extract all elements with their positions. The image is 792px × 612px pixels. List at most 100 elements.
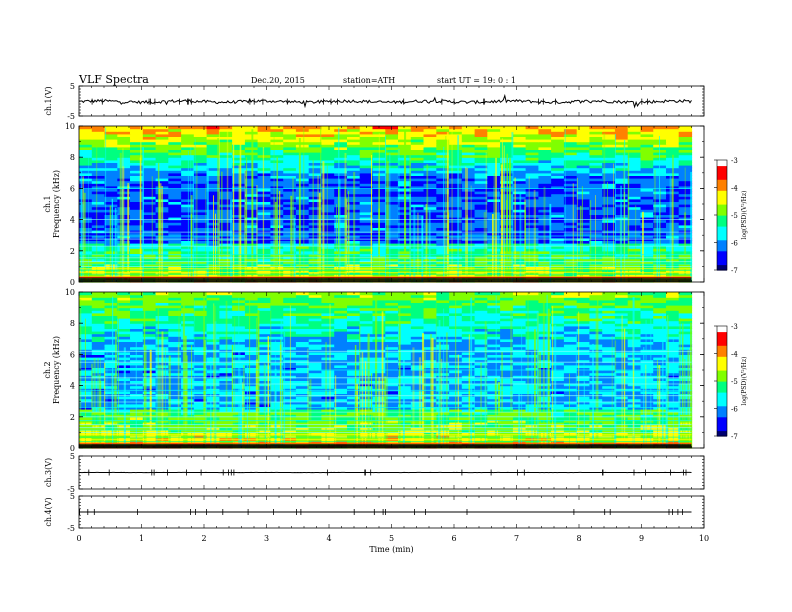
colorbar-cell [717,226,727,230]
spectrogram-cell [602,235,616,239]
spectrogram-cell [270,141,284,145]
spectrogram-cell [168,159,182,163]
spectrogram-cell [359,139,374,143]
spectrogram-cell [359,263,374,267]
sferic-streak [95,140,98,282]
spectrogram-cell [423,401,437,405]
spectrogram-cell [91,191,106,195]
spectrogram-cell [232,383,246,387]
spectrogram-cell [487,414,501,418]
spectrogram-cell [117,170,131,174]
spectrogram-cell [627,206,642,210]
spectrogram-cell [551,167,565,171]
spectrogram-cell [385,375,399,379]
spectrogram-cell [461,235,476,239]
spectrogram-cell [602,222,616,226]
spectrogram-cell [193,243,208,247]
spectrogram-cell [308,258,323,262]
spectrogram-cell [551,157,565,161]
spectrogram-cell [640,159,654,163]
spectrogram-cell [257,409,271,413]
spectrogram-cell [270,390,284,394]
spectrogram-cell [117,131,131,135]
spectrogram-cell [168,364,182,368]
spectrogram-cell [423,440,437,444]
spectrogram-cell [551,243,565,247]
spectrogram-cell [321,180,335,184]
spectrogram-cell [130,217,144,221]
spectrogram-cell [576,440,591,444]
spectrogram-cell [359,422,374,426]
spectrogram-cell [614,162,629,166]
spectrogram-cell [168,263,182,267]
spectrogram-cell [385,388,399,392]
spectrogram-cell [347,432,361,436]
spectrogram-cell [193,240,208,244]
sferic-streak [470,185,472,282]
spectrogram-cell [130,126,144,130]
sferic-streak [511,132,514,282]
spectrogram-cell [308,209,323,213]
spectrogram-cell [193,193,208,197]
spectrogram-cell [295,422,310,426]
spectrogram-cell [372,131,386,135]
spectrogram-cell [372,159,386,163]
spectrogram-cell [334,367,348,371]
spectrogram-cell [423,154,437,158]
spectrogram-cell [117,144,131,148]
spectrogram-cell [487,422,501,426]
spectrogram-cell [487,126,501,130]
spectrogram-cell [487,196,501,200]
spectrogram-cell [551,235,565,239]
spectrogram-cell [117,271,131,275]
spectrogram-cell [385,364,399,368]
spectrogram-cell [410,204,425,208]
spectrogram-cell [321,165,335,169]
spectrogram-cell [257,427,271,431]
spectrogram-cell [257,222,271,226]
spectrogram-cell [538,440,552,444]
spectrogram-cell [257,440,271,444]
sferic-streak [459,144,461,282]
spectrogram-cell [640,162,654,166]
spectrogram-cell [257,126,271,130]
spectrogram-cell [385,240,399,244]
spectrogram-cell [79,172,93,176]
spectrogram-cell [232,133,246,137]
spectrogram-cell [410,411,425,415]
sferic-streak [417,212,419,282]
spectrogram-cell [525,157,539,161]
spectrogram-cell [181,390,195,394]
spectrogram-cell [563,409,578,413]
spectrogram-cell [334,240,348,244]
spectrogram-cell [308,263,323,267]
spectrogram-cell [142,149,157,153]
spectrogram-cell [576,217,591,221]
spectrogram-cell [295,232,310,236]
spectrogram-cell [525,432,539,436]
spectrogram-cell [538,175,552,179]
spectrogram-cell [347,429,361,433]
sferic-streak [465,166,467,282]
spectrogram-cell [576,133,591,137]
spectrogram-cell [500,128,514,132]
spectrogram-cell [270,424,284,428]
sferic-streak [413,204,416,282]
spectrogram-cell [219,414,233,418]
spectrogram-cell [525,385,539,389]
spectrogram-cell [589,172,603,176]
spectrogram-cell [270,154,284,158]
spectrogram-cell [334,126,348,130]
spectrogram-cell [576,193,591,197]
spectrogram-cell [423,424,437,428]
spectrogram-cell [206,372,220,376]
spectrogram-cell [117,193,131,197]
spectrogram-cell [295,388,310,392]
spectrogram-cell [640,432,654,436]
spectrogram-cell [385,232,399,236]
spectrogram-cell [244,401,259,405]
spectrogram-cell [181,188,195,192]
spectrogram-cell [130,162,144,166]
spectrogram-cell [589,248,603,252]
sferic-streak [80,169,82,282]
